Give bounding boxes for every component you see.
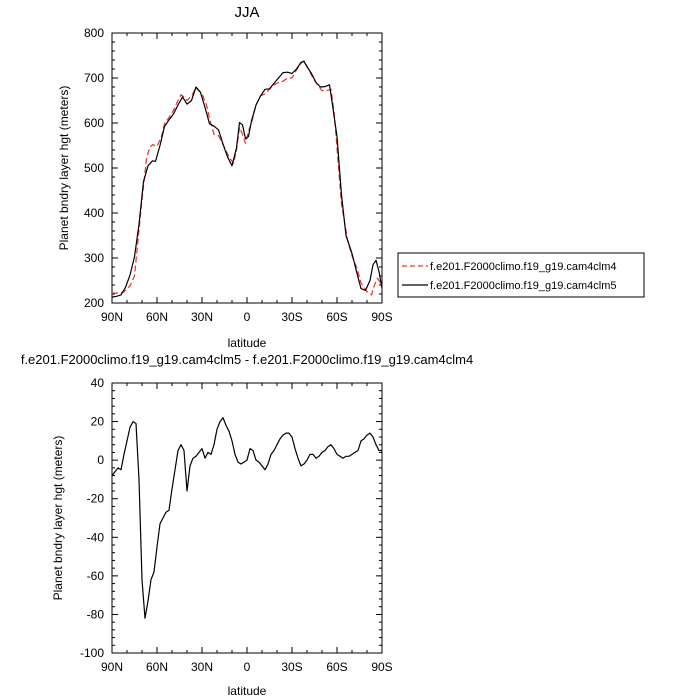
y-tick-label: 20 xyxy=(91,415,105,429)
y-tick-label: -20 xyxy=(87,492,105,506)
y-tick-label: 200 xyxy=(84,296,104,310)
x-tick-label: 30N xyxy=(191,660,213,674)
top-panel-x-label: latitude xyxy=(228,336,267,350)
x-tick-label: 60S xyxy=(326,660,347,674)
difference-line xyxy=(111,417,382,619)
bottom-panel-x-label: latitude xyxy=(228,684,267,698)
x-tick-label: 60N xyxy=(146,310,168,324)
legend-entry-cam4clm5: f.e201.F2000climo.f19_g19.cam4clm5 xyxy=(430,280,617,292)
x-tick-label: 0 xyxy=(244,310,251,324)
series-line-cam4clm4 xyxy=(112,60,383,296)
y-tick-label: -100 xyxy=(80,646,104,660)
bottom-panel-frame xyxy=(111,382,383,654)
top-panel-y-ticks: 200 300 400 500 600 700 800 xyxy=(84,26,382,310)
y-tick-label: 600 xyxy=(84,116,104,130)
y-tick-label: 800 xyxy=(84,26,104,40)
y-tick-label: 500 xyxy=(84,161,104,175)
top-panel: JJA 90N 60N 30N 0 30S 60S 90S 200 300 400 500 600 7… xyxy=(57,4,393,350)
bottom-panel-title: f.e201.F2000climo.f19_g19.cam4clm5 - f.e… xyxy=(21,352,473,367)
bottom-panel-y-label: Planet bndry layer hgt (meters) xyxy=(51,436,65,601)
x-tick-label: 30N xyxy=(191,310,213,324)
series-line-cam4clm5 xyxy=(111,60,383,298)
x-tick-label: 90S xyxy=(371,310,392,324)
x-tick-label: 30S xyxy=(281,660,302,674)
legend-entry-cam4clm4: f.e201.F2000climo.f19_g19.cam4clm4 xyxy=(430,261,617,273)
legend: f.e201.F2000climo.f19_g19.cam4clm4 f.e20… xyxy=(397,252,645,298)
y-tick-label: 400 xyxy=(84,206,104,220)
y-tick-label: 0 xyxy=(97,453,104,467)
top-panel-title: JJA xyxy=(234,4,259,21)
bottom-panel: f.e201.F2000climo.f19_g19.cam4clm5 - f.e… xyxy=(21,352,473,698)
y-tick-label: -60 xyxy=(87,569,105,583)
x-tick-label: 0 xyxy=(244,660,251,674)
x-tick-label: 60N xyxy=(146,660,168,674)
top-panel-series xyxy=(111,60,383,298)
x-tick-label: 60S xyxy=(326,310,347,324)
y-tick-label: 700 xyxy=(84,71,104,85)
y-tick-label: 300 xyxy=(84,251,104,265)
x-tick-label: 90N xyxy=(101,310,123,324)
bottom-panel-series xyxy=(111,417,382,619)
y-tick-label: -40 xyxy=(87,530,105,544)
bottom-panel-x-ticks: 90N 60N 30N 0 30S 60S 90S xyxy=(101,383,393,674)
y-tick-label: 40 xyxy=(91,376,105,390)
y-tick-label: -80 xyxy=(87,607,105,621)
x-tick-label: 90N xyxy=(101,660,123,674)
legend-box xyxy=(397,252,645,298)
top-panel-x-ticks: 90N 60N 30N 0 30S 60S 90S xyxy=(101,33,393,324)
top-panel-y-label: Planet bndry layer hgt (meters) xyxy=(57,86,71,251)
bottom-panel-y-ticks: -100 -80 -60 -40 -20 0 20 40 xyxy=(80,376,382,660)
top-panel-frame xyxy=(111,32,383,304)
x-tick-label: 90S xyxy=(371,660,392,674)
x-tick-label: 30S xyxy=(281,310,302,324)
